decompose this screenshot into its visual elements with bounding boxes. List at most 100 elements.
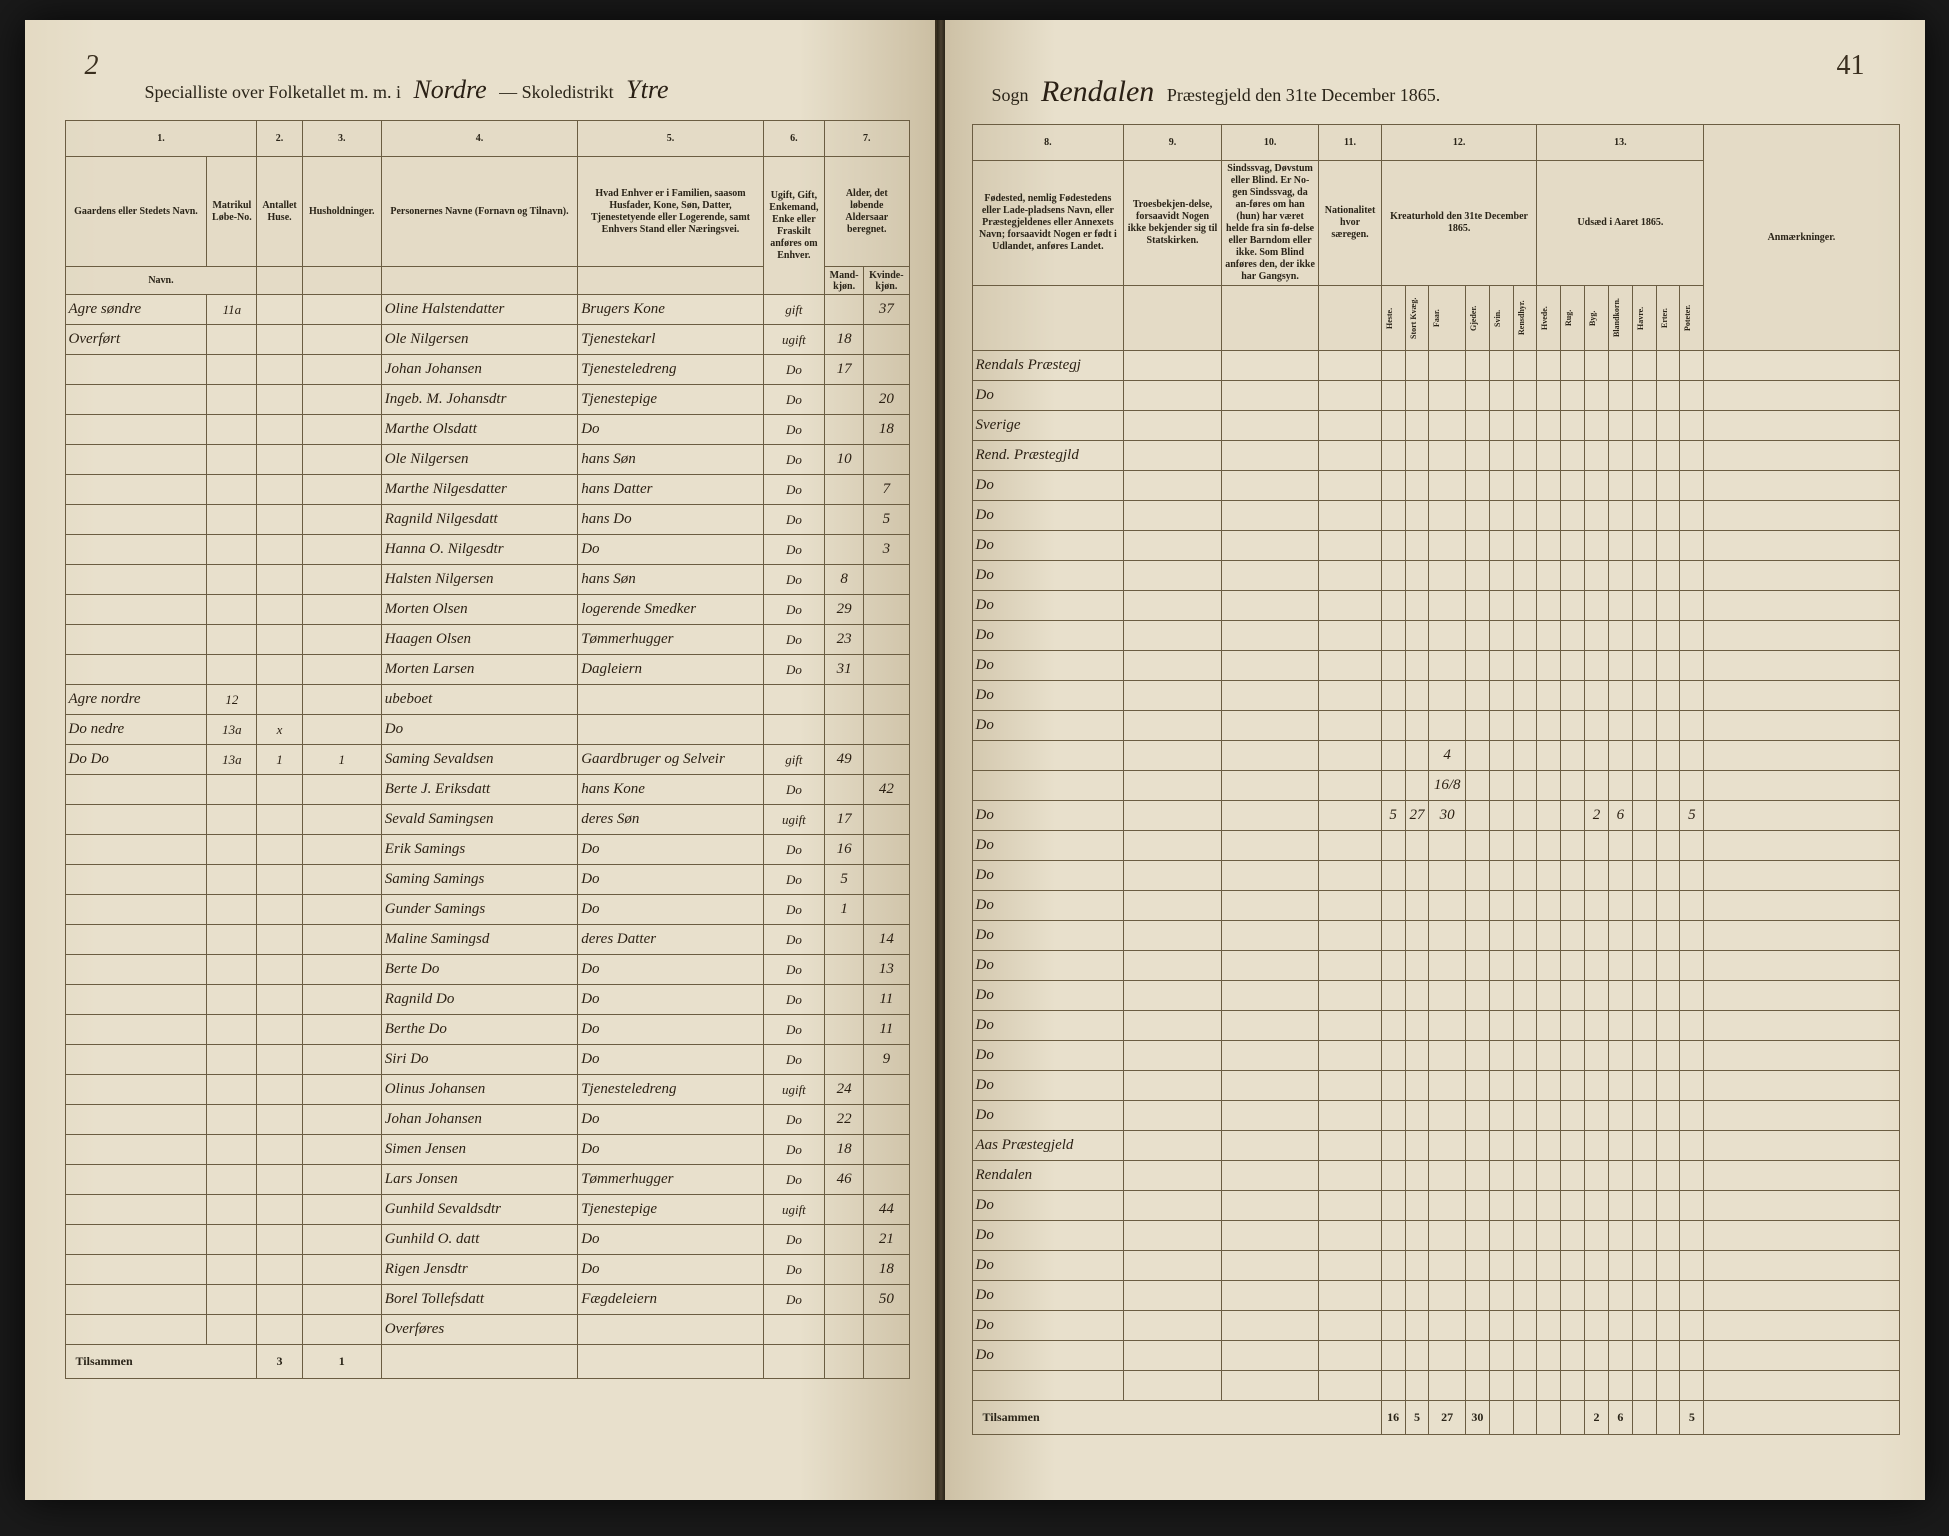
cell-seed-4 (1632, 441, 1656, 471)
cell-seed-2 (1585, 1041, 1609, 1071)
cell-seed-1 (1561, 861, 1585, 891)
cell-religion (1124, 771, 1222, 801)
cell-livestock-3 (1465, 1341, 1489, 1371)
cell-houses (257, 1195, 302, 1225)
table-row: Do (972, 1221, 1899, 1251)
cell-place (65, 895, 207, 925)
cell-households (302, 415, 381, 445)
cell-place: Do nedre (65, 715, 207, 745)
total13-0 (1537, 1401, 1561, 1435)
cell-seed-5 (1656, 1221, 1680, 1251)
cell-seed-1 (1561, 951, 1585, 981)
cell-role: deres Datter (578, 925, 764, 955)
cell-seed-5 (1656, 1341, 1680, 1371)
cell-seed-5 (1656, 861, 1680, 891)
cell-condition (1221, 771, 1319, 801)
cell-age-male: 5 (825, 865, 864, 895)
cell-seed-6 (1680, 471, 1704, 501)
cell-seed-1 (1561, 891, 1585, 921)
col-num-1: 1. (65, 121, 257, 157)
cell-livestock-4 (1489, 1251, 1513, 1281)
cell-seed-2 (1585, 711, 1609, 741)
cell-seed-1 (1561, 621, 1585, 651)
col-header-religion: Troesbekjen-delse, forsaavidt Nogen ikke… (1124, 161, 1222, 286)
cell-livestock-2 (1429, 981, 1465, 1011)
cell-seed-1 (1561, 351, 1585, 381)
col-num-13: 13. (1537, 125, 1704, 161)
cell-marital: Do (763, 625, 824, 655)
cell-seed-1 (1561, 1341, 1585, 1371)
cell-seed-5 (1656, 1311, 1680, 1341)
cell-marital: Do (763, 955, 824, 985)
cell-condition (1221, 1191, 1319, 1221)
cell-livestock-4 (1489, 1371, 1513, 1401)
cell-livestock-4 (1489, 1161, 1513, 1191)
cell-marital (763, 685, 824, 715)
cell-seed-5 (1656, 1251, 1680, 1281)
cell-seed-1 (1561, 1161, 1585, 1191)
cell-livestock-0 (1381, 1131, 1405, 1161)
sub-r-2 (1124, 286, 1222, 351)
cell-livestock-4 (1489, 921, 1513, 951)
sub-blank-4 (381, 267, 577, 295)
cell-livestock-0 (1381, 741, 1405, 771)
cell-seed-6 (1680, 921, 1704, 951)
cell-condition (1221, 741, 1319, 771)
cell-person-name: Simen Jensen (381, 1135, 577, 1165)
table-row: Do (972, 1191, 1899, 1221)
cell-seed-1 (1561, 471, 1585, 501)
cell-remark (1704, 1101, 1899, 1131)
cell-livestock-1 (1405, 681, 1429, 711)
cell-households (302, 1015, 381, 1045)
cell-age-female (864, 865, 909, 895)
cell-marital: Do (763, 385, 824, 415)
census-table-right: 8. 9. 10. 11. 12. 13. Anmærkninger. Føde… (972, 124, 1900, 1435)
cell-livestock-4 (1489, 1101, 1513, 1131)
cell-seed-6 (1680, 1281, 1704, 1311)
cell-matr (207, 895, 257, 925)
cell-seed-6: 5 (1680, 801, 1704, 831)
cell-remark (1704, 351, 1899, 381)
cell-place (65, 625, 207, 655)
cell-houses (257, 835, 302, 865)
cell-condition (1221, 1011, 1319, 1041)
cell-livestock-3 (1465, 801, 1489, 831)
cell-livestock-2 (1429, 591, 1465, 621)
cell-livestock-3 (1465, 381, 1489, 411)
cell-households: 1 (302, 745, 381, 775)
cell-livestock-5 (1513, 681, 1537, 711)
cell-age-male: 10 (825, 445, 864, 475)
cell-livestock-1 (1405, 1371, 1429, 1401)
cell-seed-3 (1608, 651, 1632, 681)
cell-seed-0 (1537, 891, 1561, 921)
table-row: Do (972, 1071, 1899, 1101)
cell-seed-1 (1561, 711, 1585, 741)
cell-place: Do Do (65, 745, 207, 775)
cell-seed-3: 6 (1608, 801, 1632, 831)
cell-livestock-3 (1465, 741, 1489, 771)
col-num-5: 5. (578, 121, 764, 157)
cell-livestock-4 (1489, 1341, 1513, 1371)
cell-livestock-0 (1381, 951, 1405, 981)
cell-seed-5 (1656, 771, 1680, 801)
cell-remark (1704, 1371, 1899, 1401)
cell-livestock-4 (1489, 981, 1513, 1011)
cell-matr (207, 1135, 257, 1165)
total12-4 (1489, 1401, 1513, 1435)
cell-seed-2 (1585, 1011, 1609, 1041)
cell-seed-6 (1680, 1341, 1704, 1371)
cell-person-name: Marthe Nilgesdatter (381, 475, 577, 505)
cell-remark (1704, 741, 1899, 771)
cell-birthplace: Do (972, 861, 1124, 891)
cell-livestock-4 (1489, 891, 1513, 921)
table-row: Johan JohansenTjenesteledrengDo17 (65, 355, 909, 385)
cell-seed-3 (1608, 1191, 1632, 1221)
cell-livestock-3 (1465, 891, 1489, 921)
cell-seed-0 (1537, 1131, 1561, 1161)
cell-seed-0 (1537, 771, 1561, 801)
cell-nationality (1319, 1071, 1381, 1101)
col-num-8: 8. (972, 125, 1124, 161)
cell-households (302, 1075, 381, 1105)
cell-livestock-5 (1513, 501, 1537, 531)
cell-age-male (825, 685, 864, 715)
